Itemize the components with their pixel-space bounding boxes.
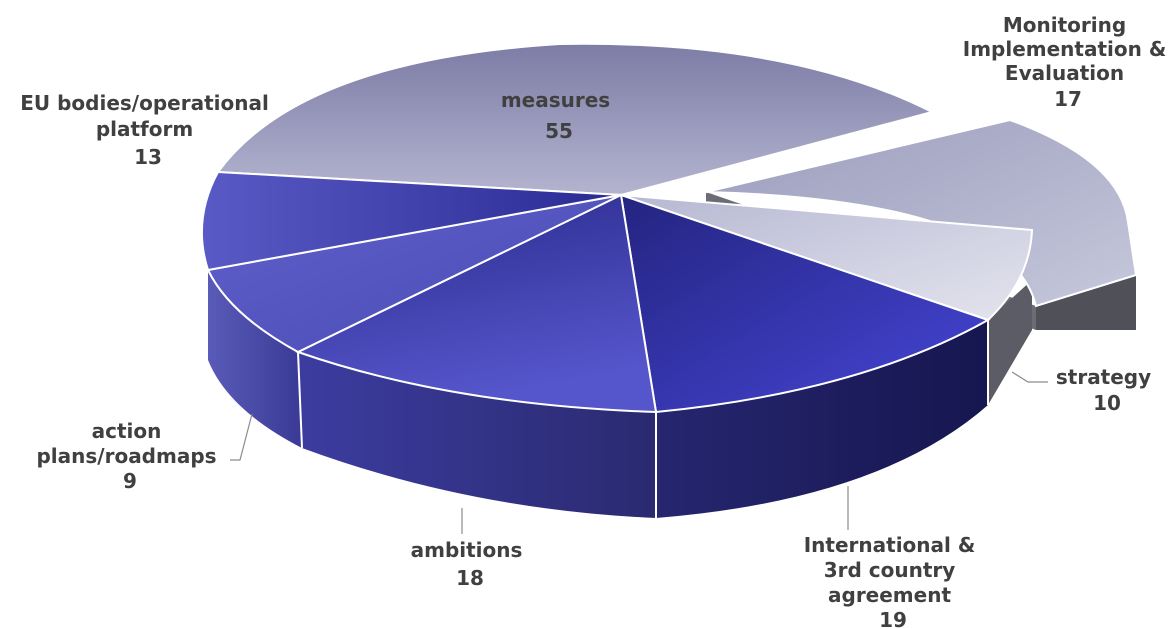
- label-action-plans: action plans/roadmaps 9: [36, 419, 223, 493]
- label-international: International & 3rd country agreement 19: [804, 533, 983, 629]
- pie-side-international: [656, 320, 988, 518]
- pie-side-ambitions: [298, 352, 656, 518]
- slice-strategy-side: [988, 280, 1032, 405]
- label-ambitions: ambitions 18: [411, 538, 530, 590]
- slice-eu-bodies: [200, 170, 622, 272]
- label-measures: measures 55: [501, 88, 617, 143]
- slice-monitoring: [705, 118, 1138, 308]
- slice-monitoring-side: [1036, 275, 1136, 330]
- label-eu-bodies: EU bodies/operational platform 13: [20, 91, 276, 169]
- pie-side-action: [208, 270, 302, 448]
- leader-action: [230, 413, 253, 461]
- label-strategy: strategy 10: [1056, 365, 1158, 415]
- leader-strategy: [1011, 371, 1048, 383]
- slice-ambitions: [295, 193, 658, 414]
- label-monitoring: Monitoring Implementation & Evaluation 1…: [963, 13, 1172, 111]
- slice-strategy: [620, 194, 1034, 322]
- slice-measures: [216, 42, 935, 197]
- side-separator: [297, 351, 303, 449]
- slice-action: [206, 194, 622, 354]
- slice-international: [619, 193, 991, 414]
